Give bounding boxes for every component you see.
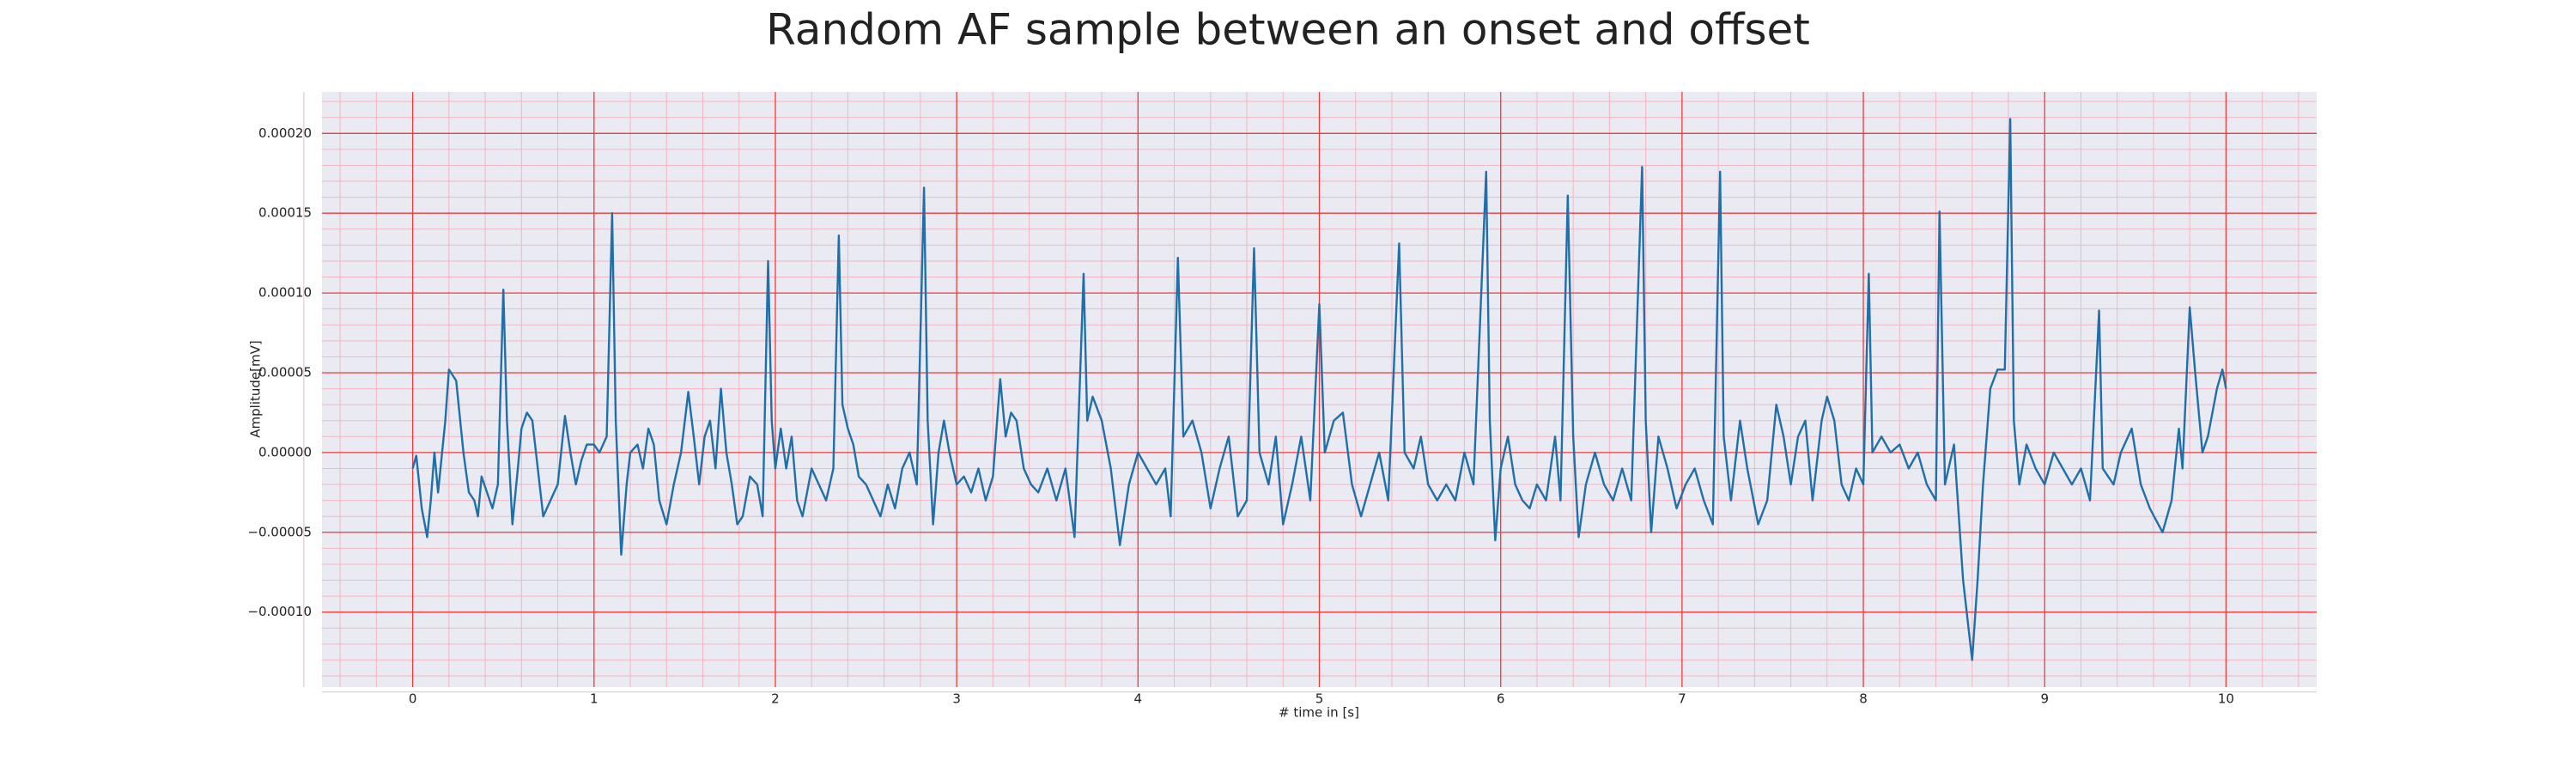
signal-line (411, 118, 2227, 661)
x-tick-label: 7 (1678, 691, 1686, 707)
y-tick-label: 0.00005 (258, 364, 312, 380)
x-tick-label: 1 (590, 691, 598, 707)
x-tick-label: 9 (2040, 691, 2049, 707)
y-tick-label: 0.00020 (258, 125, 312, 141)
x-tick-label: 2 (771, 691, 780, 707)
x-axis-label: # time in [s] (1279, 705, 1359, 721)
x-tick-label: 4 (1134, 691, 1143, 707)
x-tick-label: 3 (952, 691, 961, 707)
y-tick-label: −0.00010 (247, 604, 312, 619)
chart-title: Random AF sample between an onset and of… (766, 5, 1810, 55)
x-tick-label: 10 (2218, 691, 2234, 707)
x-tick-label: 8 (1859, 691, 1868, 707)
x-tick-label: 0 (409, 691, 417, 707)
x-tick-label: 5 (1315, 691, 1324, 707)
x-tick-label: 6 (1497, 691, 1505, 707)
y-tick-label: −0.00005 (247, 524, 312, 539)
y-axis-label: Amplitude[mV] (248, 340, 264, 437)
y-tick-label: 0.00010 (258, 285, 312, 301)
y-tick-label: 0.00015 (258, 205, 312, 221)
y-tick-label: 0.00000 (258, 444, 312, 460)
